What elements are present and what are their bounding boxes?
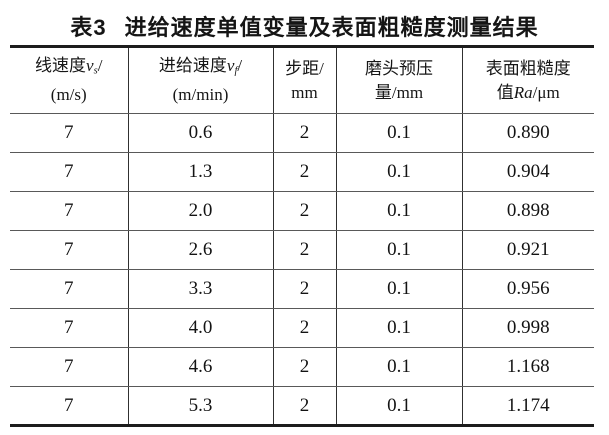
table-cell: 0.1 [336,386,463,426]
table-cell: 7 [10,269,129,309]
table-cell: 0.904 [462,152,594,192]
col-header-preload: 磨头预压 量/mm [336,46,463,114]
col-header-roughness: 表面粗糙度 值Ra/μm [462,46,594,114]
table-cell: 7 [10,230,129,270]
table-cell: 2 [273,230,337,270]
table-cell: 0.1 [336,230,463,270]
table-cell: 4.0 [128,308,274,348]
table-cell: 2 [273,347,337,387]
table-number: 表3 [70,15,107,40]
table-cell: 2 [273,191,337,231]
table-cell: 2 [273,386,337,426]
table-cell: 7 [10,191,129,231]
table-cell: 0.898 [462,191,594,231]
table-cell: 0.1 [336,191,463,231]
header-row: 线速度vs/ (m/s) 进给速度vf/ (m/min) 步距/ mm 磨头预压… [10,46,594,114]
table-cell: 7 [10,113,129,153]
table-cell: 0.921 [462,230,594,270]
table-cell: 0.1 [336,308,463,348]
table-row: 7 2.6 2 0.1 0.921 [10,230,594,270]
table-row: 7 3.3 2 0.1 0.956 [10,269,594,309]
table-row: 7 0.6 2 0.1 0.890 [10,113,594,153]
col-header-line-speed: 线速度vs/ (m/s) [10,46,129,114]
table-cell: 2.6 [128,230,274,270]
table-cell: 0.956 [462,269,594,309]
table-cell: 4.6 [128,347,274,387]
table-cell: 0.6 [128,113,274,153]
table-cell: 2 [273,113,337,153]
table-row: 7 2.0 2 0.1 0.898 [10,191,594,231]
table-cell: 2 [273,269,337,309]
table-cell: 7 [10,308,129,348]
table-cell: 0.1 [336,269,463,309]
table-title: 表3 进给速度单值变量及表面粗糙度测量结果 [0,10,609,42]
table-row: 7 4.6 2 0.1 1.168 [10,347,594,387]
table-title-text: 进给速度单值变量及表面粗糙度测量结果 [124,15,539,40]
table-cell: 1.168 [462,347,594,387]
table-cell: 1.3 [128,152,274,192]
table-row: 7 1.3 2 0.1 0.904 [10,152,594,192]
col-header-step: 步距/ mm [273,46,337,114]
col-header-feed-speed: 进给速度vf/ (m/min) [128,46,274,114]
measurement-results-table: 线速度vs/ (m/s) 进给速度vf/ (m/min) 步距/ mm 磨头预压… [10,45,594,427]
table-cell: 2 [273,308,337,348]
table-cell: 0.1 [336,347,463,387]
table-cell: 2 [273,152,337,192]
table-cell: 0.890 [462,113,594,153]
table-cell: 5.3 [128,386,274,426]
table-cell: 7 [10,152,129,192]
table-cell: 0.1 [336,113,463,153]
table-cell: 0.998 [462,308,594,348]
table-cell: 1.174 [462,386,594,426]
table-row: 7 4.0 2 0.1 0.998 [10,308,594,348]
table-cell: 7 [10,347,129,387]
table-cell: 3.3 [128,269,274,309]
table-cell: 7 [10,386,129,426]
table-cell: 0.1 [336,152,463,192]
table-cell: 2.0 [128,191,274,231]
table-row: 7 5.3 2 0.1 1.174 [10,386,594,426]
